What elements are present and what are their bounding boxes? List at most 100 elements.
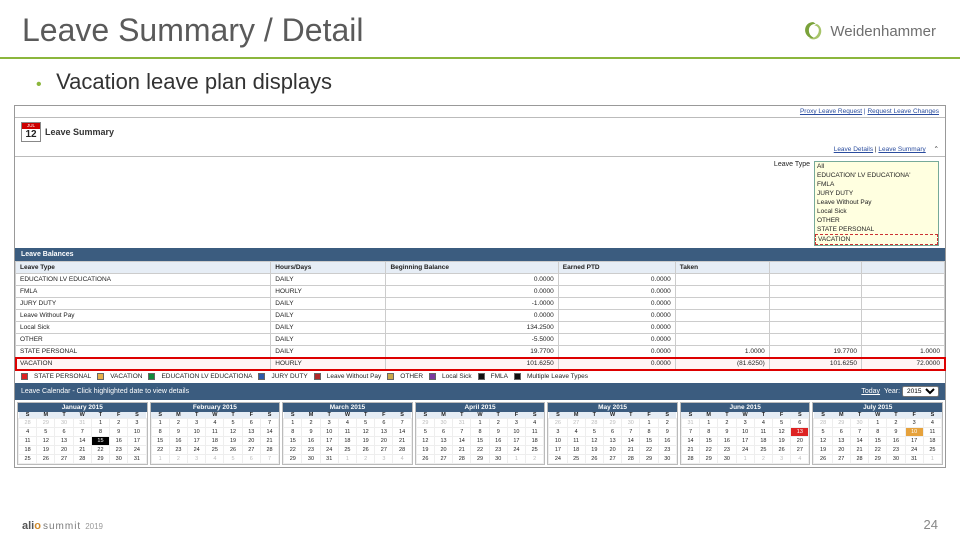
dropdown-option[interactable]: Leave Without Pay xyxy=(815,198,938,207)
calendar-day[interactable]: 13 xyxy=(434,437,452,446)
calendar-day[interactable]: 29 xyxy=(91,455,109,464)
calendar-day[interactable]: 9 xyxy=(658,428,676,437)
calendar-day[interactable]: 17 xyxy=(905,437,923,446)
calendar-day[interactable]: 25 xyxy=(19,455,37,464)
calendar-day[interactable]: 12 xyxy=(357,428,375,437)
calendar-day[interactable]: 13 xyxy=(242,428,260,437)
calendar-day[interactable]: 9 xyxy=(718,428,736,437)
calendar-day[interactable]: 3 xyxy=(549,428,567,437)
calendar-day[interactable]: 22 xyxy=(151,446,169,455)
calendar-day[interactable]: 29 xyxy=(640,455,658,464)
calendar-day[interactable]: 27 xyxy=(242,446,260,455)
calendar-day[interactable]: 24 xyxy=(905,446,923,455)
calendar-day[interactable]: 29 xyxy=(37,419,55,428)
calendar-day[interactable]: 30 xyxy=(850,419,868,428)
calendar-day[interactable]: 11 xyxy=(206,428,224,437)
calendar-day[interactable]: 5 xyxy=(416,428,434,437)
calendar-day[interactable]: 29 xyxy=(700,455,718,464)
calendar-day[interactable]: 23 xyxy=(169,446,187,455)
calendar-day[interactable]: 19 xyxy=(37,446,55,455)
table-row[interactable]: STATE PERSONALDAILY19.77000.00001.000019… xyxy=(16,346,945,358)
calendar-day[interactable]: 23 xyxy=(658,446,676,455)
calendar-day[interactable]: 29 xyxy=(416,419,434,428)
calendar-day[interactable]: 4 xyxy=(206,455,224,464)
calendar-day[interactable]: 22 xyxy=(471,446,489,455)
calendar-day[interactable]: 30 xyxy=(718,455,736,464)
calendar-day[interactable]: 12 xyxy=(772,428,790,437)
calendar-day[interactable]: 22 xyxy=(640,446,658,455)
calendar-day[interactable]: 24 xyxy=(188,446,206,455)
calendar-day[interactable]: 21 xyxy=(681,446,699,455)
calendar-day[interactable]: 7 xyxy=(622,428,640,437)
calendar-day[interactable]: 14 xyxy=(622,437,640,446)
calendar-day[interactable]: 29 xyxy=(603,419,621,428)
calendar-day[interactable]: 26 xyxy=(224,446,242,455)
calendar-day[interactable]: 9 xyxy=(302,428,320,437)
calendar-day[interactable]: 25 xyxy=(754,446,772,455)
table-row[interactable]: VACATIONHOURLY101.62500.0000(81.6250)101… xyxy=(16,358,945,370)
calendar-day[interactable]: 5 xyxy=(814,428,832,437)
calendar-day[interactable]: 10 xyxy=(549,437,567,446)
calendar-day[interactable]: 28 xyxy=(73,455,91,464)
calendar-day[interactable]: 30 xyxy=(302,455,320,464)
calendar-day[interactable]: 23 xyxy=(718,446,736,455)
calendar-day[interactable]: 27 xyxy=(55,455,73,464)
calendar-day[interactable]: 11 xyxy=(923,428,941,437)
calendar-day[interactable]: 4 xyxy=(206,419,224,428)
calendar-day[interactable]: 10 xyxy=(128,428,146,437)
table-row[interactable]: JURY DUTYDAILY-1.00000.0000 xyxy=(16,298,945,310)
calendar-day[interactable]: 19 xyxy=(357,437,375,446)
calendar-day[interactable]: 1 xyxy=(700,419,718,428)
proxy-leave-link[interactable]: Proxy Leave Request xyxy=(800,108,862,115)
calendar-day[interactable]: 26 xyxy=(585,455,603,464)
calendar-day[interactable]: 20 xyxy=(603,446,621,455)
tab-leave-details[interactable]: Leave Details xyxy=(834,146,873,153)
calendar-day[interactable]: 3 xyxy=(736,419,754,428)
calendar-day[interactable]: 20 xyxy=(791,437,809,446)
calendar-day[interactable]: 3 xyxy=(772,455,790,464)
calendar-day[interactable]: 28 xyxy=(453,455,471,464)
calendar-day[interactable]: 5 xyxy=(37,428,55,437)
calendar-day[interactable]: 19 xyxy=(585,446,603,455)
calendar-day[interactable]: 2 xyxy=(302,419,320,428)
calendar-day[interactable]: 12 xyxy=(37,437,55,446)
calendar-day[interactable]: 17 xyxy=(188,437,206,446)
calendar-day[interactable]: 28 xyxy=(850,455,868,464)
calendar-day[interactable]: 2 xyxy=(357,455,375,464)
calendar-day[interactable]: 19 xyxy=(224,437,242,446)
calendar-day[interactable]: 19 xyxy=(814,446,832,455)
calendar-day[interactable]: 30 xyxy=(55,419,73,428)
calendar-day[interactable]: 6 xyxy=(832,428,850,437)
today-link[interactable]: Today xyxy=(861,388,880,395)
calendar-day[interactable]: 16 xyxy=(302,437,320,446)
calendar-day[interactable]: 25 xyxy=(338,446,356,455)
calendar-day[interactable]: 17 xyxy=(507,437,525,446)
calendar-day[interactable]: 15 xyxy=(640,437,658,446)
calendar-day[interactable]: 13 xyxy=(375,428,393,437)
calendar-day[interactable]: 1 xyxy=(869,419,887,428)
calendar-day[interactable]: 1 xyxy=(471,419,489,428)
calendar-day[interactable]: 25 xyxy=(206,446,224,455)
calendar-day[interactable]: 11 xyxy=(338,428,356,437)
calendar-day[interactable]: 26 xyxy=(416,455,434,464)
calendar-day[interactable]: 12 xyxy=(814,437,832,446)
calendar-day[interactable]: 26 xyxy=(549,419,567,428)
calendar-day[interactable]: 4 xyxy=(338,419,356,428)
calendar-day[interactable]: 13 xyxy=(832,437,850,446)
calendar-day[interactable]: 21 xyxy=(850,446,868,455)
calendar-day[interactable]: 5 xyxy=(224,455,242,464)
calendar-day[interactable]: 7 xyxy=(453,428,471,437)
calendar-day[interactable]: 6 xyxy=(791,419,809,428)
calendar-day[interactable]: 24 xyxy=(736,446,754,455)
calendar-day[interactable]: 10 xyxy=(736,428,754,437)
calendar-day[interactable]: 14 xyxy=(850,437,868,446)
calendar-day[interactable]: 24 xyxy=(549,455,567,464)
calendar-day[interactable]: 4 xyxy=(923,419,941,428)
calendar-day[interactable]: 20 xyxy=(55,446,73,455)
calendar-day[interactable]: 18 xyxy=(338,437,356,446)
calendar-day[interactable]: 28 xyxy=(19,419,37,428)
dropdown-option[interactable]: Local Sick xyxy=(815,207,938,216)
calendar-day[interactable]: 19 xyxy=(416,446,434,455)
calendar-day[interactable]: 17 xyxy=(736,437,754,446)
calendar-day[interactable]: 31 xyxy=(320,455,338,464)
